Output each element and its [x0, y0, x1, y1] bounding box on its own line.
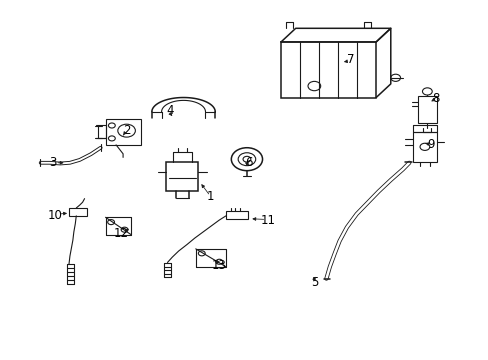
Text: 13: 13	[211, 259, 226, 272]
Text: 3: 3	[50, 156, 57, 169]
Bar	[412, 132, 436, 162]
Bar	[166, 162, 198, 191]
Bar	[281, 42, 375, 98]
Bar	[69, 208, 87, 216]
Text: 7: 7	[346, 53, 354, 66]
Bar	[105, 119, 141, 145]
Text: 8: 8	[431, 92, 439, 105]
Text: 10: 10	[48, 209, 62, 222]
Text: 9: 9	[426, 138, 434, 150]
Bar	[417, 96, 436, 123]
Text: 6: 6	[244, 156, 252, 169]
Text: 5: 5	[311, 276, 318, 289]
Text: 11: 11	[260, 214, 275, 227]
Text: 12: 12	[114, 226, 129, 239]
Text: 4: 4	[166, 104, 174, 117]
Text: 2: 2	[122, 124, 130, 137]
Bar	[225, 211, 247, 219]
Text: 1: 1	[206, 190, 214, 203]
